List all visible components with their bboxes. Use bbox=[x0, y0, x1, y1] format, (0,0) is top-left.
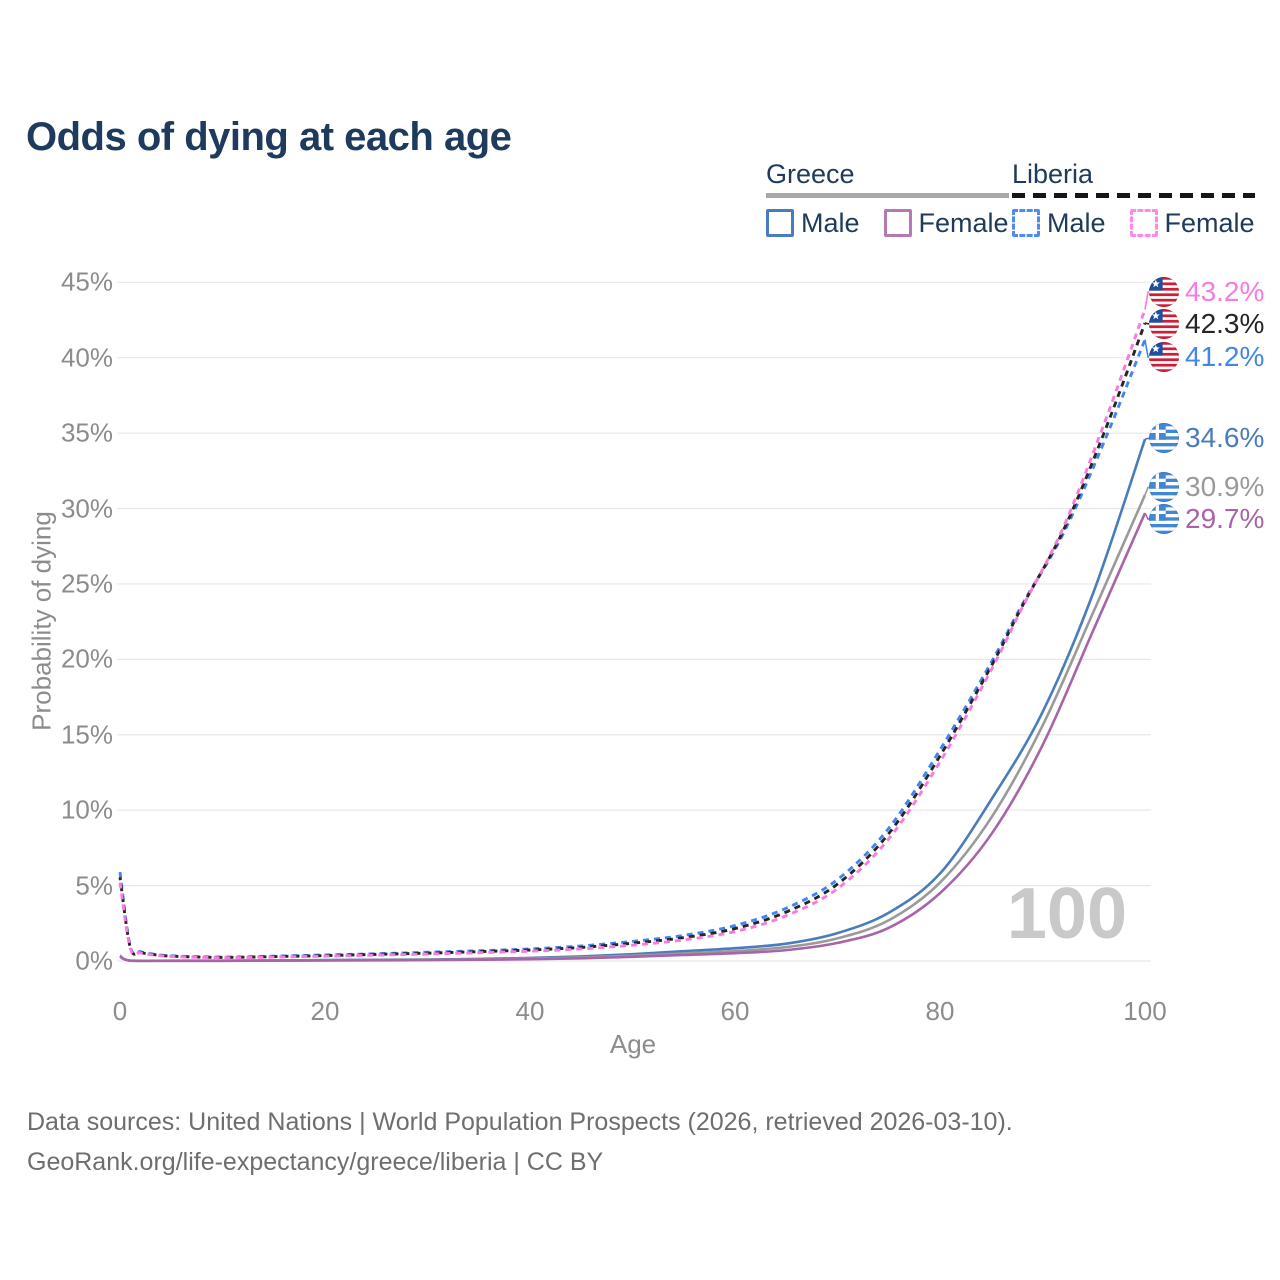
y-tick-label-0%: 0% bbox=[75, 945, 113, 976]
series-line-greece-total bbox=[119, 494, 1147, 963]
y-tick-label-15%: 15% bbox=[60, 719, 113, 750]
x-tick-label-40: 40 bbox=[515, 996, 545, 1026]
legend-group-title-greece: Greece bbox=[766, 159, 855, 189]
end-value-greece-female: 29.7% bbox=[1185, 503, 1265, 535]
y-tick-label-45%: 45% bbox=[60, 266, 113, 297]
x-tick-label-20: 20 bbox=[310, 996, 340, 1026]
end-value-liberia-total: 42.3% bbox=[1185, 307, 1265, 339]
y-tick-label-35%: 35% bbox=[60, 417, 113, 448]
series-line-greece-male bbox=[119, 438, 1147, 963]
y-tick-label-40%: 40% bbox=[60, 342, 113, 373]
greece-flag-icon bbox=[1149, 472, 1179, 503]
legend-item-greece-female[interactable]: Female bbox=[883, 207, 1009, 239]
legend-item-liberia-female[interactable]: Female bbox=[1129, 207, 1255, 239]
end-value-greece-total: 30.9% bbox=[1185, 471, 1265, 503]
end-label-liberia-female: 43.2% bbox=[1149, 276, 1264, 308]
end-label-greece-male: 34.6% bbox=[1149, 422, 1264, 454]
legend-swatch-greece-female bbox=[883, 209, 912, 238]
legend-underline-solid bbox=[766, 192, 1009, 198]
liberia-flag-icon bbox=[1149, 308, 1179, 339]
legend-swatch-liberia-female bbox=[1129, 209, 1158, 238]
legend-swatch-greece-male bbox=[766, 209, 794, 238]
liberia-flag-icon bbox=[1149, 277, 1179, 308]
y-tick-label-25%: 25% bbox=[60, 568, 113, 599]
data-sources-text: Data sources: United Nations | World Pop… bbox=[27, 1108, 1013, 1136]
end-label-greece-total: 30.9% bbox=[1149, 471, 1264, 503]
series-line-liberia-female bbox=[118, 308, 1147, 960]
end-value-liberia-female: 43.2% bbox=[1185, 276, 1265, 308]
legend-label: Female bbox=[1164, 207, 1255, 238]
legend-underline-dashed bbox=[1012, 192, 1255, 198]
legend-group-liberia: Liberia Male Female bbox=[1012, 159, 1255, 239]
series-line-liberia-male bbox=[118, 339, 1147, 959]
x-axis-title: Age bbox=[609, 1029, 657, 1059]
y-tick-label-5%: 5% bbox=[75, 870, 113, 901]
x-tick-label-80: 80 bbox=[925, 996, 955, 1026]
legend-item-liberia-male[interactable]: Male bbox=[1012, 208, 1106, 239]
liberia-flag-icon bbox=[1149, 341, 1179, 372]
end-label-liberia-male: 41.2% bbox=[1149, 341, 1264, 373]
x-tick-label-60: 60 bbox=[720, 996, 750, 1026]
legend-item-greece-male[interactable]: Male bbox=[766, 208, 860, 239]
y-tick-label-20%: 20% bbox=[60, 643, 113, 674]
greece-flag-icon bbox=[1149, 423, 1179, 454]
legend-group-title-liberia: Liberia bbox=[1012, 159, 1094, 189]
y-tick-label-10%: 10% bbox=[60, 794, 113, 825]
y-tick-label-30%: 30% bbox=[60, 493, 113, 524]
end-value-liberia-male: 41.2% bbox=[1185, 340, 1265, 372]
page-title: Odds of dying at each age bbox=[26, 114, 512, 159]
age-watermark: 100 bbox=[1006, 874, 1127, 954]
legend-group-greece: Greece Male Female bbox=[766, 159, 1009, 239]
end-value-greece-male: 34.6% bbox=[1185, 422, 1265, 454]
x-tick-label-100: 100 bbox=[1123, 996, 1167, 1026]
attribution-link-text: GeoRank.org/life-expectancy/greece/liber… bbox=[27, 1148, 604, 1176]
legend-swatch-liberia-male bbox=[1012, 209, 1040, 238]
series-line-liberia-total bbox=[118, 322, 1147, 959]
x-tick-label-0: 0 bbox=[112, 996, 128, 1026]
end-label-liberia-total: 42.3% bbox=[1149, 308, 1264, 340]
legend-label: Male bbox=[1047, 207, 1106, 238]
series-line-greece-female bbox=[119, 512, 1147, 963]
legend-label: Female bbox=[918, 207, 1009, 238]
legend-label: Male bbox=[801, 207, 860, 238]
end-label-greece-female: 29.7% bbox=[1149, 503, 1264, 535]
greece-flag-icon bbox=[1149, 504, 1179, 535]
y-axis-title: Probability of dying bbox=[26, 511, 57, 731]
